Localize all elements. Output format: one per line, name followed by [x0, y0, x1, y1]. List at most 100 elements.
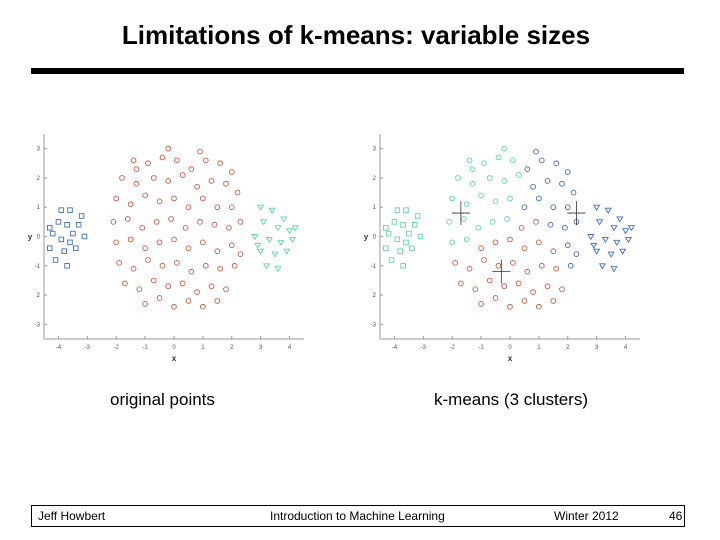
data-point-circle: [550, 298, 557, 304]
data-point-circle: [544, 178, 551, 184]
data-point-circle: [156, 295, 163, 301]
data-point-circle: [507, 236, 513, 243]
data-point-circle: [139, 224, 146, 231]
caption-kmeans: k-means (3 clusters): [434, 390, 588, 409]
data-point-square: [417, 233, 424, 240]
data-point-circle: [226, 224, 232, 231]
data-point-triangle: [283, 248, 291, 255]
data-point-circle: [455, 175, 461, 181]
data-point-circle: [481, 257, 487, 263]
data-point-square: [403, 207, 409, 213]
data-point-square: [70, 230, 76, 237]
data-point-circle: [179, 172, 186, 178]
data-point-circle: [449, 195, 456, 202]
data-point-triangle: [607, 251, 615, 258]
data-point-square: [394, 207, 401, 213]
x-tick-label: 4: [624, 345, 628, 351]
data-point-circle: [200, 303, 206, 310]
data-point-circle: [524, 268, 531, 275]
footer-term: Winter 2012: [554, 509, 619, 523]
data-point-circle: [153, 219, 160, 225]
data-point-triangle: [277, 239, 285, 247]
data-point-triangle: [262, 263, 271, 270]
data-point-triangle: [593, 204, 601, 211]
data-point-square: [406, 230, 412, 237]
data-point-circle: [156, 198, 163, 205]
data-point-circle: [171, 236, 177, 243]
data-point-circle: [165, 283, 172, 290]
x-tick-label: 1: [201, 345, 205, 351]
data-point-circle: [237, 251, 244, 257]
x-tick-label: 0: [508, 345, 512, 351]
data-point-circle: [521, 298, 528, 304]
y-tick-label: 3: [373, 147, 377, 153]
x-axis-label: x: [508, 354, 513, 363]
y-tick-label: -1: [371, 264, 377, 270]
x-tick-label: -1: [478, 345, 484, 351]
x-tick-label: -4: [392, 345, 398, 351]
data-point-square: [409, 245, 415, 251]
data-point-circle: [489, 219, 496, 225]
data-point-circle: [188, 268, 195, 275]
scatter-svg-original: -4 -3 -2 -1 0 1 2 3 4 3 2 1 0 -1 2 -3 x y: [28, 134, 304, 363]
data-point-triangle: [268, 207, 276, 214]
data-point-circle: [150, 175, 157, 181]
data-point-circle: [570, 189, 577, 196]
data-point-circle: [521, 245, 528, 252]
data-point-circle: [463, 201, 470, 208]
data-point-circle: [507, 303, 513, 310]
data-point-triangle: [610, 266, 618, 273]
data-point-circle: [536, 303, 542, 310]
data-point-circle: [564, 204, 571, 211]
data-point-circle: [518, 224, 525, 231]
data-point-circle: [533, 219, 539, 225]
data-point-circle: [533, 148, 539, 155]
data-point-circle: [174, 260, 180, 266]
data-point-circle: [133, 180, 140, 187]
data-point-square: [411, 222, 418, 228]
data-point-circle: [452, 260, 458, 266]
data-point-circle: [530, 183, 536, 190]
data-point-circle: [460, 216, 467, 222]
data-point-circle: [228, 204, 235, 211]
y-tick-label: 0: [37, 235, 41, 241]
data-point-square: [400, 222, 406, 228]
x-tick-label: -3: [85, 345, 91, 351]
data-point-circle: [228, 242, 235, 249]
data-point-circle: [495, 154, 502, 161]
data-point-circle: [536, 195, 542, 202]
data-point-circle: [119, 175, 125, 181]
data-point-triangle: [274, 225, 282, 232]
data-point-triangle: [271, 251, 279, 258]
y-tick-label: 2: [37, 176, 41, 182]
data-point-circle: [223, 286, 229, 293]
slide-footer: Jeff Howbert Introduction to Machine Lea…: [31, 505, 685, 527]
data-point-circle: [553, 265, 560, 272]
caption-original-points: original points: [110, 390, 215, 409]
data-point-circle: [495, 262, 502, 269]
title-underline: [31, 68, 684, 74]
data-point-square: [55, 219, 62, 225]
data-point-circle: [194, 289, 200, 295]
data-point-circle: [567, 262, 574, 269]
data-point-circle: [507, 195, 513, 202]
data-point-circle: [182, 224, 189, 231]
data-point-triangle: [616, 216, 624, 223]
y-tick-label: 1: [37, 205, 41, 211]
data-point-circle: [469, 180, 476, 187]
y-tick-label: -1: [35, 264, 41, 270]
footer-course: Introduction to Machine Learning: [270, 509, 445, 523]
data-point-triangle: [613, 239, 621, 247]
data-point-circle: [472, 286, 479, 293]
data-point-circle: [228, 169, 235, 175]
data-point-square: [49, 230, 56, 237]
data-point-triangle: [593, 248, 601, 255]
data-point-circle: [171, 195, 177, 202]
data-point-circle: [130, 265, 137, 272]
data-point-triangle: [291, 225, 299, 232]
data-point-triangle: [610, 225, 618, 232]
data-point-triangle: [587, 234, 595, 241]
data-point-circle: [463, 236, 470, 243]
y-tick-label: 1: [373, 205, 377, 211]
data-point-circle: [550, 204, 557, 211]
